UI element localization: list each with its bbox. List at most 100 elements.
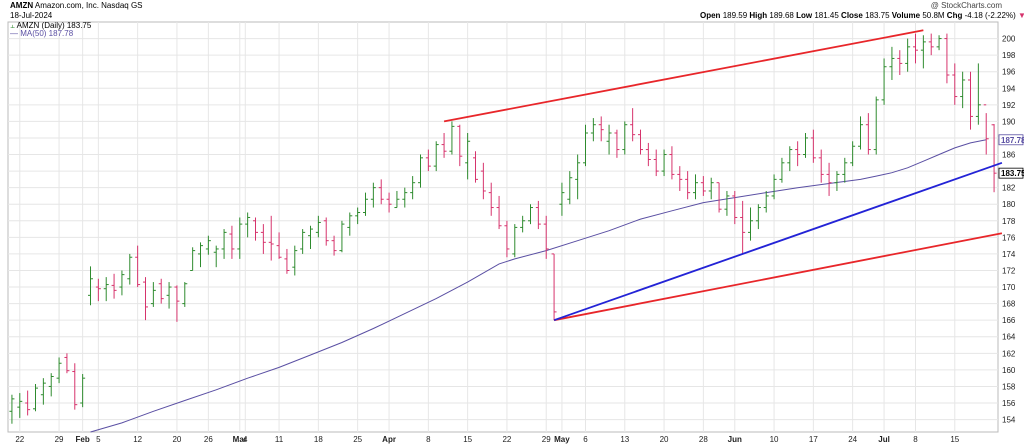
ohlc-bar [284, 248, 290, 274]
ohlc-bar [708, 177, 714, 200]
x-tick-label: 29 [55, 435, 64, 444]
ohlc-bar [622, 121, 628, 155]
upper-red-trendline [443, 29, 924, 123]
ohlc-bar [975, 63, 981, 125]
ohlc-bar [347, 212, 353, 236]
ohlc-bar [748, 207, 753, 241]
x-tick-label: 29 [542, 435, 551, 444]
y-tick-label: 190 [1002, 117, 1016, 126]
ohlc-bar [583, 124, 588, 167]
x-tick-label: Jun [728, 435, 742, 444]
x-tick-label: Apr [382, 435, 396, 444]
ohlc-bar [103, 277, 109, 302]
ohlc-bar [897, 50, 903, 76]
ohlc-bar [614, 129, 620, 158]
y-tick-label: 162 [1002, 349, 1016, 358]
x-tick-label: Feb [76, 435, 90, 444]
ohlc-bar [370, 182, 376, 208]
ohlc-bar [960, 71, 966, 109]
ohlc-bar [575, 154, 581, 200]
ohlc-bar [645, 142, 651, 167]
ohlc-bar [363, 192, 368, 216]
ohlc-bar [826, 162, 832, 196]
ohlc-bar [732, 190, 738, 225]
ohlc-bar [300, 229, 306, 254]
ohlc-bar [480, 162, 486, 200]
open-value: 189.59 [722, 11, 748, 20]
y-tick-label: 158 [1002, 382, 1016, 391]
ohlc-bar [936, 35, 942, 51]
ohlc-bar [771, 174, 777, 200]
date-label: 18-Jul-2024 [10, 11, 53, 20]
y-tick-label: 166 [1002, 316, 1016, 325]
y-tick-label: 192 [1002, 101, 1016, 110]
x-tick-label: 24 [848, 435, 857, 444]
ohlc-bar [253, 217, 258, 241]
ohlc-bar [920, 35, 926, 69]
ohlc-bar [504, 220, 510, 258]
ohlc-bar [190, 247, 196, 271]
ohlc-bar [685, 171, 691, 200]
x-tick-label: 20 [660, 435, 669, 444]
ohlc-bar [512, 224, 518, 258]
ohlc-bar [449, 121, 455, 155]
ohlc-bar [559, 182, 565, 216]
ohlc-bar [661, 149, 667, 177]
exchange: Nasdaq GS [101, 1, 143, 10]
ohlc-bar [488, 182, 494, 216]
x-tick-label: May [554, 435, 570, 444]
x-tick-label: 8 [913, 435, 918, 444]
close-value-tag-box [998, 167, 1024, 179]
x-tick-label: 6 [583, 435, 588, 444]
ohlc-bar [787, 146, 793, 172]
ohlc-bar [323, 217, 329, 246]
ohlc-bar [496, 195, 502, 230]
ohlc-bars [9, 33, 997, 424]
ohlc-bar [740, 200, 746, 254]
ohlc-bar [889, 46, 895, 80]
ohlc-bar [913, 33, 918, 64]
ohlc-bar [865, 113, 871, 155]
ohlc-bar [795, 141, 801, 167]
trendlines [443, 29, 1003, 322]
x-tick-label: 12 [133, 435, 142, 444]
y-tick-label: 194 [1002, 84, 1016, 93]
ohlc-bar [606, 124, 612, 155]
ohlc-bar [905, 38, 911, 72]
ohlc-bar [567, 171, 573, 205]
ohlc-bar [72, 363, 78, 410]
y-axis: 154 156 158 160 162 164 166 168 170 172 174 176 178 1… [1002, 35, 1016, 425]
y-tick-label: 156 [1002, 399, 1016, 408]
ohlc-bar [410, 176, 416, 200]
ohlc-bar [25, 390, 31, 416]
ohlc-bar [928, 33, 934, 56]
x-tick-label: 28 [699, 435, 708, 444]
y-tick-label: 182 [1002, 184, 1016, 193]
ohlc-bar [473, 151, 478, 183]
ma-value-tag: 187.78 [998, 134, 1024, 146]
ohlc-bar [9, 394, 15, 424]
plot-frame [7, 21, 999, 433]
ohlc-bar [425, 149, 431, 172]
y-tick-label: 172 [1002, 266, 1016, 275]
ohlc-bar [143, 277, 148, 321]
price-tags: 187.78 183.75 [998, 134, 1024, 179]
change-value: -4.18 (-2.22%) [964, 11, 1016, 20]
y-tick-label: 200 [1002, 35, 1016, 44]
x-tick-label: 15 [950, 435, 959, 444]
ohlc-bar [968, 71, 973, 130]
ohlc-bar [95, 278, 101, 302]
ohlc-bar [276, 232, 282, 259]
lower-red-trendline [553, 232, 1003, 322]
ohlc-bar [245, 212, 251, 238]
ohlc-bar [535, 200, 541, 230]
ohlc-bar [292, 245, 298, 276]
ma50-path [90, 139, 987, 433]
y-tick-label: 180 [1002, 200, 1016, 209]
legend-ma-icon: — [10, 29, 18, 38]
ohlc-bar [457, 124, 463, 167]
ohlc-bar [834, 171, 840, 191]
ohlc-bar [135, 245, 141, 288]
ohlc-bar [551, 253, 557, 321]
